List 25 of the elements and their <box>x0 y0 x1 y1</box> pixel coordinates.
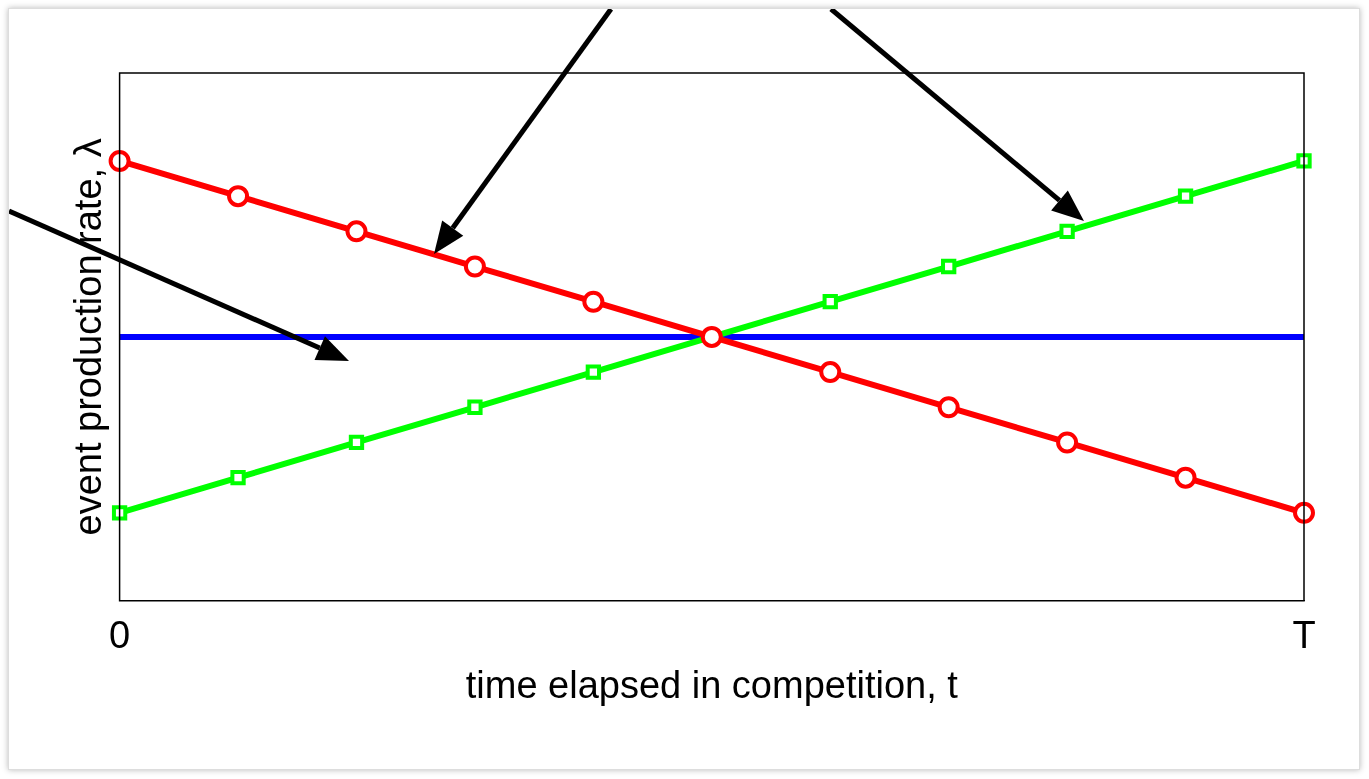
point <box>1177 188 1194 204</box>
point <box>937 396 960 419</box>
y-axis-title: event production rate, λ <box>67 138 110 536</box>
x-axis-title: time elapsed in competition, t <box>465 663 959 706</box>
point <box>111 505 128 521</box>
point <box>230 469 246 486</box>
point <box>467 399 483 415</box>
point <box>941 258 957 275</box>
point <box>108 149 131 172</box>
point <box>1059 223 1075 239</box>
point <box>1296 153 1312 169</box>
point <box>1174 466 1197 489</box>
point <box>585 364 602 380</box>
x-tick-label: T <box>1292 614 1316 657</box>
point <box>345 220 368 243</box>
point <box>700 325 723 348</box>
point <box>582 290 605 313</box>
point <box>463 255 486 278</box>
point <box>227 185 250 208</box>
point <box>819 361 842 384</box>
point <box>822 294 838 310</box>
point <box>1293 501 1315 524</box>
point <box>348 434 365 451</box>
point <box>1056 431 1079 454</box>
x-tick-label: 0 <box>109 614 131 657</box>
